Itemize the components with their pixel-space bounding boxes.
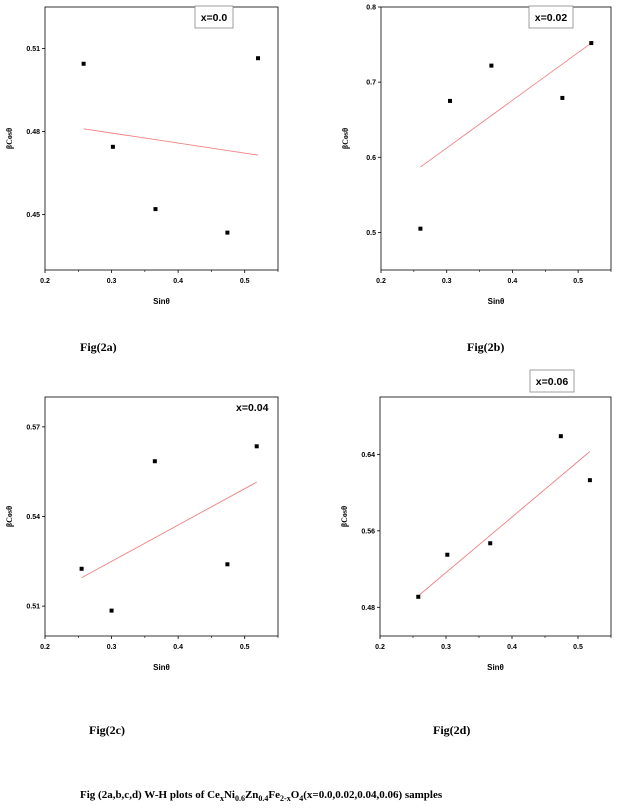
data-point (254, 444, 259, 449)
x-tick-label: 0.4 (173, 278, 183, 285)
plot-frame-2a (44, 6, 279, 271)
data-point (560, 95, 565, 100)
chart-2b: 0.2 0.3 0.4 0.5 0.5 0.6 0.7 0.8 Sinθ βCosθ x=0.02 (341, 5, 612, 306)
x-tick-label: 0.4 (507, 644, 517, 651)
y-axis-label: βCosθ (5, 506, 14, 527)
legend-label: x=0.0 (201, 12, 228, 24)
figure-caption: Fig (2a,b,c,d) W-H plots of CexNi0.6Zn0.… (80, 789, 443, 804)
y-tick-label: 0.7 (366, 80, 376, 87)
x-tick-label: 0.5 (573, 278, 583, 285)
plot-frame-2b (380, 6, 612, 271)
y-tick-label: 0.8 (366, 5, 376, 12)
data-point (488, 541, 493, 546)
x-tick-label: 0.3 (442, 278, 452, 285)
x-axis-label: Sinθ (488, 297, 505, 306)
data-point (110, 144, 115, 149)
x-tick-label: 0.4 (508, 278, 518, 285)
fit-line (417, 451, 591, 597)
data-point (587, 478, 592, 483)
legend-label: x=0.02 (535, 12, 568, 24)
x-tick-label: 0.4 (173, 644, 183, 651)
y-tick-label: 0.57 (26, 424, 40, 431)
x-tick-label: 0.2 (40, 278, 50, 285)
data-point (153, 207, 158, 212)
x-tick-label: 0.5 (240, 644, 250, 651)
x-tick-label: 0.3 (107, 644, 117, 651)
legend-box (528, 5, 574, 29)
chart-2d: 0.2 0.3 0.4 0.5 0.48 0.56 0.64 Sinθ βCosθ x=0.06 (340, 369, 612, 672)
data-point (81, 61, 86, 66)
data-point (152, 459, 157, 464)
x-tick-label: 0.2 (40, 644, 50, 651)
chart-2c: 0.2 0.3 0.4 0.5 0.51 0.54 0.57 Sinθ βCosθ x=0.04 (5, 396, 279, 672)
y-tick-label: 0.56 (361, 528, 375, 535)
data-point (109, 608, 114, 613)
legend-box (529, 369, 575, 393)
fig-label-2b: Fig(2b) (467, 340, 505, 354)
y-tick-label: 0.5 (366, 230, 376, 237)
fig-label-2c: Fig(2c) (89, 723, 125, 737)
x-axis-label: Sinθ (487, 663, 504, 672)
x-tick-label: 0.3 (107, 278, 117, 285)
fit-line (81, 481, 257, 579)
data-point (418, 226, 423, 231)
x-axis-label: Sinθ (153, 297, 170, 306)
data-point (448, 98, 452, 103)
data-point (489, 63, 494, 68)
fit-line (420, 42, 592, 168)
data-point (225, 230, 230, 235)
plot-frame-2c (44, 396, 279, 637)
fig-label-2d: Fig(2d) (433, 723, 471, 737)
x-tick-label: 0.2 (375, 644, 385, 651)
legend-box (194, 5, 234, 29)
x-axis-label: Sinθ (153, 663, 170, 672)
y-tick-label: 0.48 (26, 129, 40, 136)
y-tick-label: 0.51 (26, 604, 40, 611)
plot-frame-2d (379, 396, 612, 637)
data-point (589, 41, 594, 46)
x-tick-label: 0.5 (573, 644, 583, 651)
data-point (225, 562, 230, 567)
y-tick-label: 0.45 (26, 212, 40, 219)
y-tick-label: 0.64 (361, 452, 375, 459)
y-tick-label: 0.54 (26, 514, 40, 521)
legend-label: x=0.04 (236, 402, 269, 414)
y-axis-label: βCosθ (5, 128, 14, 149)
x-tick-label: 0.5 (240, 278, 250, 285)
data-point (558, 434, 563, 439)
y-axis-label: βCosθ (341, 128, 350, 149)
data-point (256, 56, 261, 61)
x-tick-label: 0.2 (376, 278, 386, 285)
y-axis-label: βCosθ (340, 506, 349, 527)
fit-line (83, 128, 259, 156)
chart-2a: 0.2 0.3 0.4 0.5 0.45 0.48 0.51 Sinθ βCosθ x=0.0 (5, 5, 279, 306)
legend-label: x=0.06 (536, 376, 569, 388)
fig-label-2a: Fig(2a) (80, 340, 117, 354)
data-point (445, 552, 450, 557)
data-point (416, 594, 421, 599)
x-tick-label: 0.3 (441, 644, 451, 651)
y-tick-label: 0.48 (361, 605, 375, 612)
data-point (79, 566, 84, 571)
y-tick-label: 0.6 (366, 155, 376, 162)
y-tick-label: 0.51 (26, 46, 40, 53)
